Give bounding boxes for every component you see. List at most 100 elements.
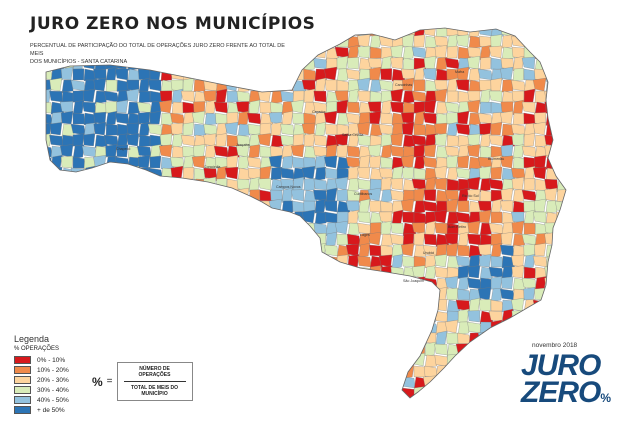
municipality-region [116, 211, 129, 224]
municipality-region [390, 266, 405, 279]
municipality-region [72, 310, 85, 323]
municipality-region [70, 386, 85, 398]
municipality-region [391, 343, 404, 357]
municipality-region [247, 156, 262, 169]
municipality-region [171, 101, 184, 115]
municipality-region [160, 28, 173, 38]
municipality-region [314, 122, 327, 137]
municipality-region [49, 34, 63, 48]
municipality-region [423, 233, 437, 246]
municipality-region [280, 265, 294, 279]
municipality-region [358, 364, 371, 379]
municipality-region [270, 34, 283, 48]
municipality-region [72, 277, 86, 292]
municipality-region [93, 77, 107, 92]
legend: Legenda % OPERAÇÕES 0% - 10% 10% - 20% 20%… [14, 334, 69, 415]
municipality-region [490, 233, 503, 246]
municipality-region [303, 287, 316, 301]
municipality-region [303, 364, 316, 380]
municipality-region [378, 254, 393, 268]
municipality-region [203, 211, 217, 224]
municipality-region [511, 176, 525, 191]
legend-label: 10% - 20% [37, 366, 69, 374]
municipality-region [191, 376, 207, 389]
municipality-region [488, 134, 504, 147]
municipality-region [270, 387, 284, 398]
municipality-region [423, 144, 437, 158]
municipality-region [127, 28, 141, 38]
municipality-region [303, 310, 318, 323]
municipality-region [270, 343, 285, 356]
municipality-region [105, 244, 119, 259]
municipality-region [270, 77, 283, 92]
municipality-region [224, 387, 240, 398]
municipality-region [301, 299, 316, 312]
municipality-region [83, 254, 96, 270]
municipality-region [523, 209, 536, 226]
municipality-region [314, 299, 329, 313]
municipality-region [182, 255, 196, 268]
municipality-region [314, 28, 328, 38]
municipality-region [116, 167, 129, 180]
municipality-region [424, 354, 437, 369]
municipality-region [467, 220, 481, 235]
municipality-region [390, 233, 406, 246]
municipality-region [170, 122, 184, 136]
municipality-region [521, 101, 536, 114]
municipality-region [556, 220, 566, 237]
municipality-region [380, 277, 394, 292]
municipality-region [534, 319, 547, 336]
municipality-region [247, 254, 261, 268]
municipality-region [556, 211, 566, 224]
municipality-region [532, 211, 547, 224]
municipality-region [512, 321, 527, 335]
municipality-region [411, 308, 426, 323]
formula: % = NÚMERO DE OPERAÇÕES TOTAL DE MEIS DO… [92, 362, 193, 401]
municipality-region [568, 190, 581, 201]
municipality-region [237, 288, 252, 302]
municipality-region [248, 144, 261, 159]
municipality-region [303, 112, 318, 125]
municipality-region [237, 244, 251, 258]
municipality-region [358, 68, 371, 82]
municipality-region [160, 254, 173, 269]
municipality-region [46, 112, 53, 125]
municipality-region [50, 243, 63, 258]
municipality-region [369, 352, 382, 367]
logo-line-2: ZERO% [521, 376, 611, 412]
municipality-region [434, 387, 449, 398]
municipality-region [390, 310, 406, 323]
municipality-region [138, 255, 152, 269]
municipality-region [301, 254, 316, 268]
municipality-region [532, 121, 547, 136]
municipality-region [346, 68, 362, 81]
municipality-region [49, 266, 64, 279]
municipality-region [545, 28, 558, 38]
municipality-region [345, 287, 360, 301]
municipality-region [126, 35, 141, 48]
municipality-region [292, 112, 305, 125]
municipality-region [203, 297, 217, 312]
map-subtitle: PERCENTUAL DE PARTICIPAÇÃO DO TOTAL DE O… [30, 42, 290, 66]
legend-item: + de 50% [14, 405, 69, 415]
municipality-region [93, 332, 107, 345]
municipality-region [171, 45, 184, 60]
municipality-region [226, 332, 239, 345]
municipality-region [247, 123, 262, 136]
municipality-region [257, 310, 274, 323]
municipality-region [313, 57, 329, 70]
municipality-region [159, 233, 174, 246]
logo-line-2-text: ZERO [521, 376, 601, 409]
municipality-region [501, 34, 514, 49]
municipality-label: Chapecó [116, 147, 130, 151]
municipality-region [82, 101, 96, 114]
municipality-region [281, 376, 295, 390]
municipality-region [215, 354, 229, 368]
municipality-region [292, 46, 306, 59]
municipality-region [336, 341, 349, 356]
municipality-region [224, 255, 240, 268]
municipality-region [511, 265, 525, 279]
municipality-region [357, 343, 373, 356]
municipality-region [49, 310, 63, 323]
municipality-region [303, 45, 316, 59]
